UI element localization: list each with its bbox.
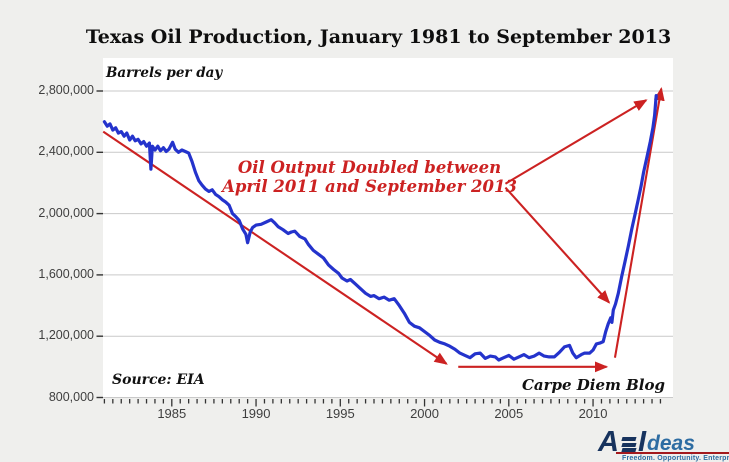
x-axis-label: 1985	[157, 406, 187, 421]
logo-tagline: Freedom. Opportunity. Enterprise.	[622, 455, 729, 462]
axis-ticks	[96, 90, 662, 407]
logo-red-rule	[616, 452, 729, 454]
x-axis-label: 2000	[410, 406, 439, 421]
x-axis-label: 2005	[494, 406, 524, 421]
credit-note: Carpe Diem Blog	[521, 376, 665, 394]
logo-ideas-text: deas	[647, 432, 695, 455]
annotation-line-2: April 2011 and September 2013	[222, 177, 517, 196]
plot-area	[103, 58, 673, 398]
y-axis-label: 1,200,000	[38, 328, 94, 343]
spike-trend-arrow	[613, 87, 665, 358]
annotation-text: Oil Output Doubled between April 2011 an…	[222, 158, 517, 196]
x-axis-label: 1995	[325, 406, 355, 421]
logo-letter-i: I	[637, 426, 647, 458]
callout-arrow-to-peak	[504, 99, 648, 185]
logo-letter-a: A	[598, 426, 619, 458]
production-line-series	[102, 94, 658, 362]
decline-trend-arrow	[102, 130, 448, 365]
red-callout-arrows	[504, 99, 648, 304]
aei-ideas-logo: A I deas	[598, 426, 695, 458]
y-axis-label: 2,400,000	[38, 144, 94, 159]
y-axis-label: 800,000	[48, 389, 94, 404]
callout-arrow-to-april-2011	[504, 186, 611, 304]
chart-title: Texas Oil Production, January 1981 to Se…	[85, 26, 672, 48]
y-axis-label: 2,000,000	[38, 205, 94, 220]
aei-logo-e-icon	[621, 436, 637, 452]
y-axis-unit-label: Barrels per day	[106, 65, 223, 81]
x-axis-label: 1990	[241, 406, 271, 421]
y-axis-label: 2,800,000	[38, 83, 94, 97]
x-axis-label: 2010	[578, 406, 608, 421]
red-trend-arrows	[102, 87, 665, 373]
annotation-line-1: Oil Output Doubled between	[237, 158, 502, 177]
gridlines	[103, 90, 673, 398]
source-note: Source: EIA	[112, 372, 205, 388]
y-axis-label: 1,600,000	[38, 266, 94, 281]
